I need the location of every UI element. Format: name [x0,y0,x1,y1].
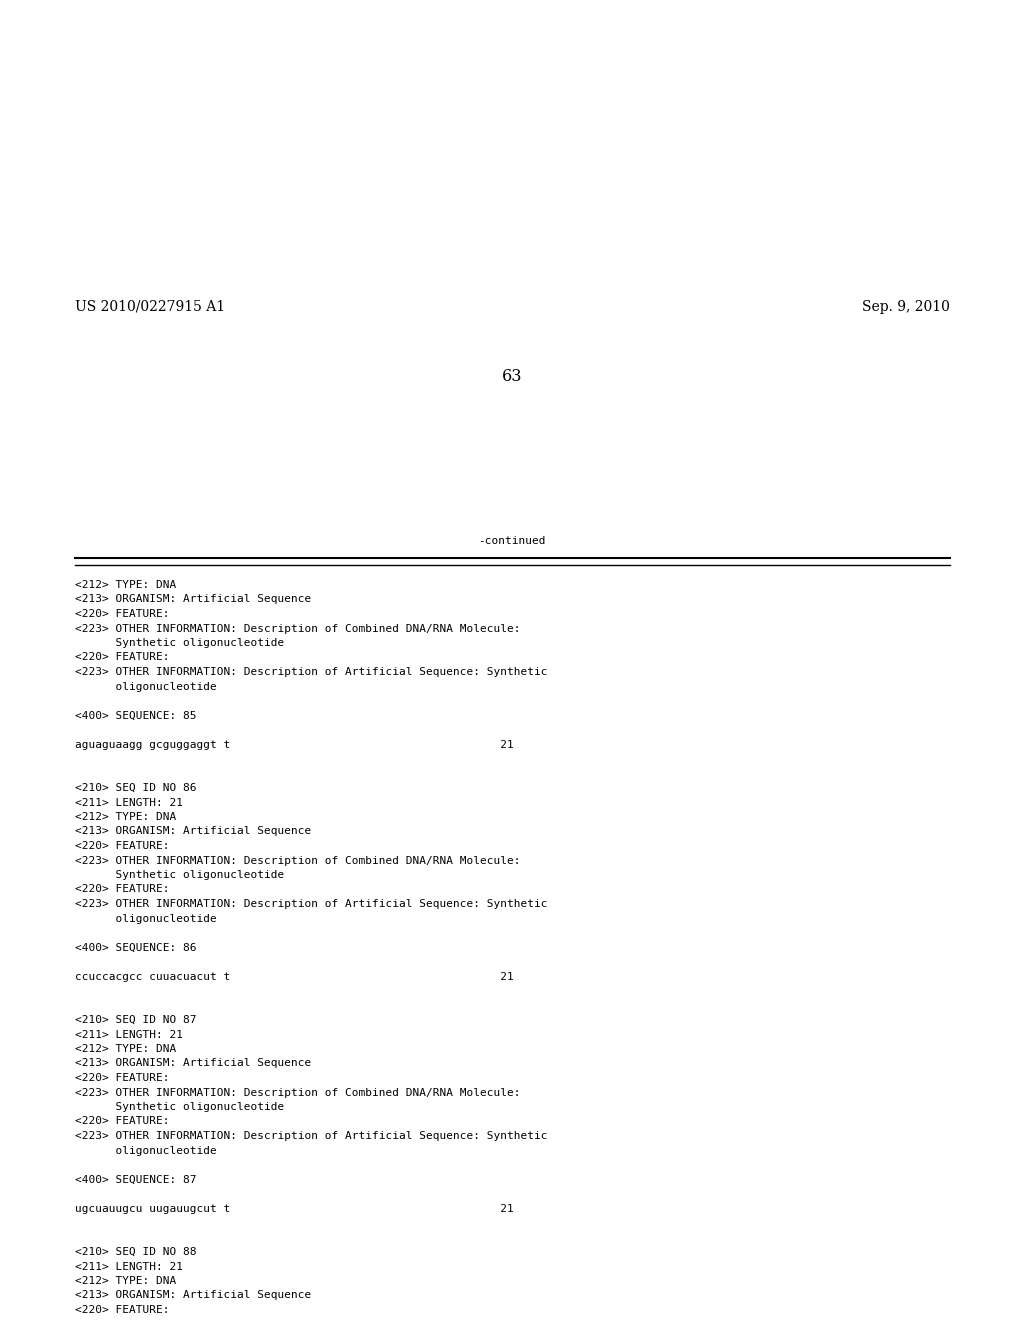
Text: Synthetic oligonucleotide: Synthetic oligonucleotide [75,870,285,880]
Text: <220> FEATURE:: <220> FEATURE: [75,884,170,895]
Text: <213> ORGANISM: Artificial Sequence: <213> ORGANISM: Artificial Sequence [75,1059,311,1068]
Text: <220> FEATURE:: <220> FEATURE: [75,1117,170,1126]
Text: 63: 63 [502,368,522,385]
Text: Sep. 9, 2010: Sep. 9, 2010 [862,300,950,314]
Text: <223> OTHER INFORMATION: Description of Combined DNA/RNA Molecule:: <223> OTHER INFORMATION: Description of … [75,855,520,866]
Text: oligonucleotide: oligonucleotide [75,913,217,924]
Text: Synthetic oligonucleotide: Synthetic oligonucleotide [75,638,285,648]
Text: <400> SEQUENCE: 87: <400> SEQUENCE: 87 [75,1175,197,1184]
Text: <220> FEATURE:: <220> FEATURE: [75,841,170,851]
Text: <400> SEQUENCE: 85: <400> SEQUENCE: 85 [75,710,197,721]
Text: <223> OTHER INFORMATION: Description of Artificial Sequence: Synthetic: <223> OTHER INFORMATION: Description of … [75,1131,548,1140]
Text: <220> FEATURE:: <220> FEATURE: [75,1305,170,1315]
Text: <210> SEQ ID NO 87: <210> SEQ ID NO 87 [75,1015,197,1026]
Text: <223> OTHER INFORMATION: Description of Combined DNA/RNA Molecule:: <223> OTHER INFORMATION: Description of … [75,1088,520,1097]
Text: <213> ORGANISM: Artificial Sequence: <213> ORGANISM: Artificial Sequence [75,1291,311,1300]
Text: US 2010/0227915 A1: US 2010/0227915 A1 [75,300,225,314]
Text: <211> LENGTH: 21: <211> LENGTH: 21 [75,797,183,808]
Text: <211> LENGTH: 21: <211> LENGTH: 21 [75,1262,183,1271]
Text: oligonucleotide: oligonucleotide [75,681,217,692]
Text: <212> TYPE: DNA: <212> TYPE: DNA [75,1044,176,1053]
Text: <212> TYPE: DNA: <212> TYPE: DNA [75,812,176,822]
Text: Synthetic oligonucleotide: Synthetic oligonucleotide [75,1102,285,1111]
Text: <210> SEQ ID NO 88: <210> SEQ ID NO 88 [75,1247,197,1257]
Text: <223> OTHER INFORMATION: Description of Artificial Sequence: Synthetic: <223> OTHER INFORMATION: Description of … [75,667,548,677]
Text: aguaguaagg gcguggaggt t                                        21: aguaguaagg gcguggaggt t 21 [75,739,514,750]
Text: <220> FEATURE:: <220> FEATURE: [75,609,170,619]
Text: <220> FEATURE:: <220> FEATURE: [75,1073,170,1082]
Text: <400> SEQUENCE: 86: <400> SEQUENCE: 86 [75,942,197,953]
Text: ugcuauugcu uugauugcut t                                        21: ugcuauugcu uugauugcut t 21 [75,1204,514,1213]
Text: <211> LENGTH: 21: <211> LENGTH: 21 [75,1030,183,1040]
Text: <210> SEQ ID NO 86: <210> SEQ ID NO 86 [75,783,197,793]
Text: ccuccacgcc cuuacuacut t                                        21: ccuccacgcc cuuacuacut t 21 [75,972,514,982]
Text: <223> OTHER INFORMATION: Description of Combined DNA/RNA Molecule:: <223> OTHER INFORMATION: Description of … [75,623,520,634]
Text: oligonucleotide: oligonucleotide [75,1146,217,1155]
Text: -continued: -continued [478,536,546,546]
Text: <220> FEATURE:: <220> FEATURE: [75,652,170,663]
Text: <223> OTHER INFORMATION: Description of Artificial Sequence: Synthetic: <223> OTHER INFORMATION: Description of … [75,899,548,909]
Text: <213> ORGANISM: Artificial Sequence: <213> ORGANISM: Artificial Sequence [75,826,311,837]
Text: <213> ORGANISM: Artificial Sequence: <213> ORGANISM: Artificial Sequence [75,594,311,605]
Text: <212> TYPE: DNA: <212> TYPE: DNA [75,579,176,590]
Text: <212> TYPE: DNA: <212> TYPE: DNA [75,1276,176,1286]
